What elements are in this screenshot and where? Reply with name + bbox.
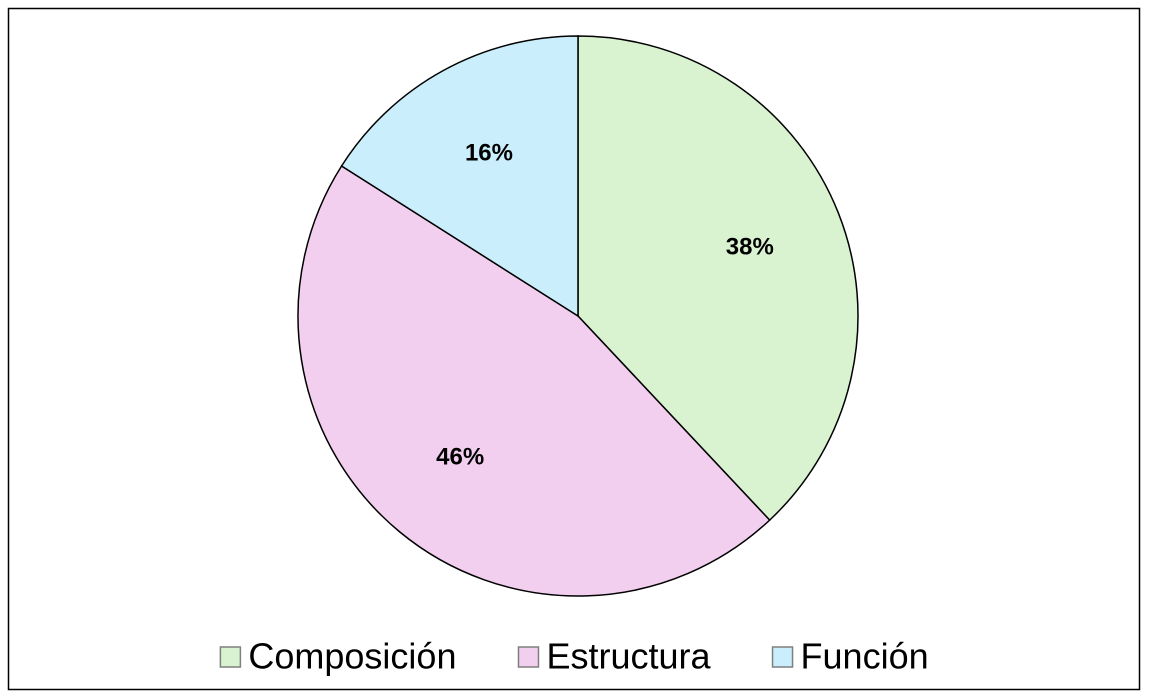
legend-label: Composición [248,636,456,677]
data-label: 16% [465,139,513,166]
legend-swatch [771,646,794,668]
pie-slice [297,164,771,597]
data-label: 46% [436,444,484,471]
legend-label: Función [801,636,929,677]
data-label: 38% [726,233,774,260]
legend-swatch [517,646,540,668]
pie-slice [577,35,859,522]
legend-swatch [219,646,242,668]
legend-label: Estructura [546,636,711,677]
pie-slice [340,35,579,318]
